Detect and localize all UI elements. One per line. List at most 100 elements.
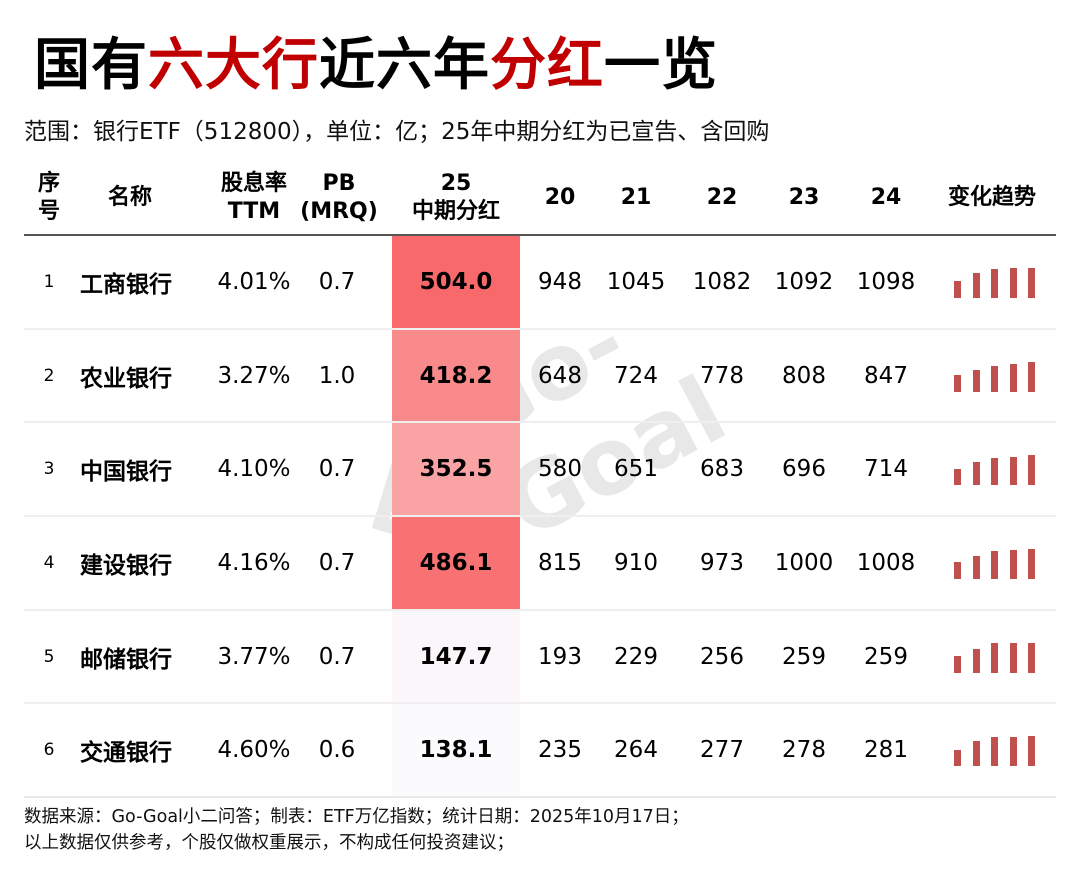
sparkline-bar xyxy=(991,643,998,673)
sparkline-bar xyxy=(972,272,980,298)
sparkline-bar xyxy=(991,458,998,486)
sparkline-bar xyxy=(991,269,998,298)
sparkline-bar xyxy=(1009,549,1017,579)
table-row: 1 工商银行 4.01% 0.7 504.0 948 1045 1082 109… xyxy=(24,236,1056,330)
footer-disclaimer: 以上数据仅供参考，个股仅做权重展示，不构成任何投资建议； xyxy=(24,833,514,853)
dividend-2024: 281 xyxy=(864,737,908,764)
dividend-2022: 256 xyxy=(700,643,744,670)
table-row: 3 中国银行 4.10% 0.7 352.5 580 651 683 696 7… xyxy=(24,423,1056,518)
dividend-2020: 235 xyxy=(538,737,582,764)
pb-value: 0.7 xyxy=(318,549,356,576)
header-year-20: 20 xyxy=(530,160,590,236)
dividend-2024: 1098 xyxy=(856,268,916,295)
sparkline-bar xyxy=(954,281,961,298)
sparkline-bar xyxy=(1009,642,1017,673)
header-pb-line2: (MRQ) xyxy=(300,199,378,224)
sparkline-bars-icon xyxy=(942,262,1042,302)
header-trend-label: 变化趋势 xyxy=(947,185,1036,210)
title-part-highlight: 分红 xyxy=(490,33,604,98)
dividend-2020: 948 xyxy=(538,268,582,295)
pb-value: 0.7 xyxy=(318,456,356,483)
dividend-2024: 714 xyxy=(864,456,908,483)
row-index: 5 xyxy=(43,646,55,667)
pb-value: 0.7 xyxy=(318,268,356,295)
pb-value: 1.0 xyxy=(318,362,356,389)
trend-sparkline xyxy=(936,704,1048,796)
dividend-yield: 4.60% xyxy=(217,737,291,764)
sparkline-bar xyxy=(972,555,980,579)
dividend-2020: 815 xyxy=(538,549,582,576)
table-row: 2 农业银行 3.27% 1.0 418.2 648 724 778 808 8… xyxy=(24,329,1056,424)
header-year-label: 21 xyxy=(620,185,652,210)
interim-dividend-25: 418.2 xyxy=(392,329,520,422)
dividend-2023: 1000 xyxy=(774,549,834,576)
dividend-2021: 910 xyxy=(614,549,658,576)
dividend-2023: 278 xyxy=(782,737,826,764)
sparkline-bars-icon xyxy=(942,543,1042,583)
header-div25-line1: 25 xyxy=(440,171,472,196)
header-name-label: 名称 xyxy=(107,185,152,210)
sparkline-bars-icon xyxy=(942,356,1042,396)
sparkline-bar xyxy=(954,656,961,673)
header-year-label: 20 xyxy=(544,185,576,210)
dividend-2024: 259 xyxy=(864,643,908,670)
sparkline-bar xyxy=(972,369,980,392)
title-part: 一览 xyxy=(604,33,718,98)
dividend-2022: 778 xyxy=(700,362,744,389)
header-index-line2: 号 xyxy=(37,199,60,224)
row-index: 4 xyxy=(43,552,55,573)
sparkline-bar xyxy=(991,551,998,579)
dividend-2020: 580 xyxy=(538,456,582,483)
header-pb: PB (MRQ) xyxy=(294,160,384,236)
sparkline-bar xyxy=(1028,736,1035,767)
sparkline-bar xyxy=(954,749,961,767)
header-div25-line2: 中期分红 xyxy=(411,199,500,224)
trend-sparkline xyxy=(936,330,1048,422)
dividend-yield: 3.77% xyxy=(217,643,291,670)
header-index: 序 号 xyxy=(32,160,66,236)
dividend-yield: 3.27% xyxy=(217,362,291,389)
dividend-2021: 229 xyxy=(614,643,658,670)
sparkline-bar xyxy=(972,648,980,673)
row-index: 2 xyxy=(43,365,55,386)
sparkline-bar xyxy=(954,562,961,579)
sparkline-bars-icon xyxy=(942,449,1042,489)
sparkline-bar xyxy=(1009,364,1017,392)
trend-sparkline xyxy=(936,236,1048,328)
row-index: 6 xyxy=(43,740,55,761)
header-name: 名称 xyxy=(70,160,190,236)
dividend-2021: 724 xyxy=(614,362,658,389)
pb-value: 0.7 xyxy=(318,643,356,670)
interim-dividend-25: 504.0 xyxy=(392,236,520,328)
header-year-23: 23 xyxy=(770,160,838,236)
trend-sparkline xyxy=(936,423,1048,515)
interim-dividend-25: 352.5 xyxy=(392,423,520,516)
interim-dividend-25: 147.7 xyxy=(392,610,520,703)
sparkline-bars-icon xyxy=(942,637,1042,677)
dividend-2024: 1008 xyxy=(856,549,916,576)
header-index-line1: 序 xyxy=(37,171,60,196)
sparkline-bar xyxy=(954,468,961,486)
dividend-2023: 1092 xyxy=(774,268,834,295)
sparkline-bar xyxy=(991,366,998,392)
row-index: 3 xyxy=(43,459,55,480)
dividend-yield: 4.10% xyxy=(217,456,291,483)
dividend-2022: 683 xyxy=(700,456,744,483)
dividend-yield: 4.01% xyxy=(217,268,291,295)
sparkline-bar xyxy=(1028,455,1035,486)
sparkline-bar xyxy=(1009,737,1017,767)
subtitle: 范围：银行ETF（512800），单位：亿；25年中期分红为已宣告、含回购 xyxy=(24,119,770,145)
sparkline-bar xyxy=(954,375,961,392)
table-row: 6 交通银行 4.60% 0.6 138.1 235 264 277 278 2… xyxy=(24,704,1056,799)
sparkline-bar xyxy=(1009,457,1017,486)
dividend-2021: 1045 xyxy=(606,268,666,295)
header-yield-line1: 股息率 xyxy=(220,171,287,196)
interim-dividend-25: 486.1 xyxy=(392,517,520,609)
dividend-2022: 1082 xyxy=(692,268,752,295)
trend-sparkline xyxy=(936,517,1048,609)
bank-name: 工商银行 xyxy=(80,271,172,298)
title-part: 近六年 xyxy=(319,33,490,98)
dividend-2020: 648 xyxy=(538,362,582,389)
dividend-2021: 264 xyxy=(614,737,658,764)
title-part-highlight: 六大行 xyxy=(148,33,319,98)
